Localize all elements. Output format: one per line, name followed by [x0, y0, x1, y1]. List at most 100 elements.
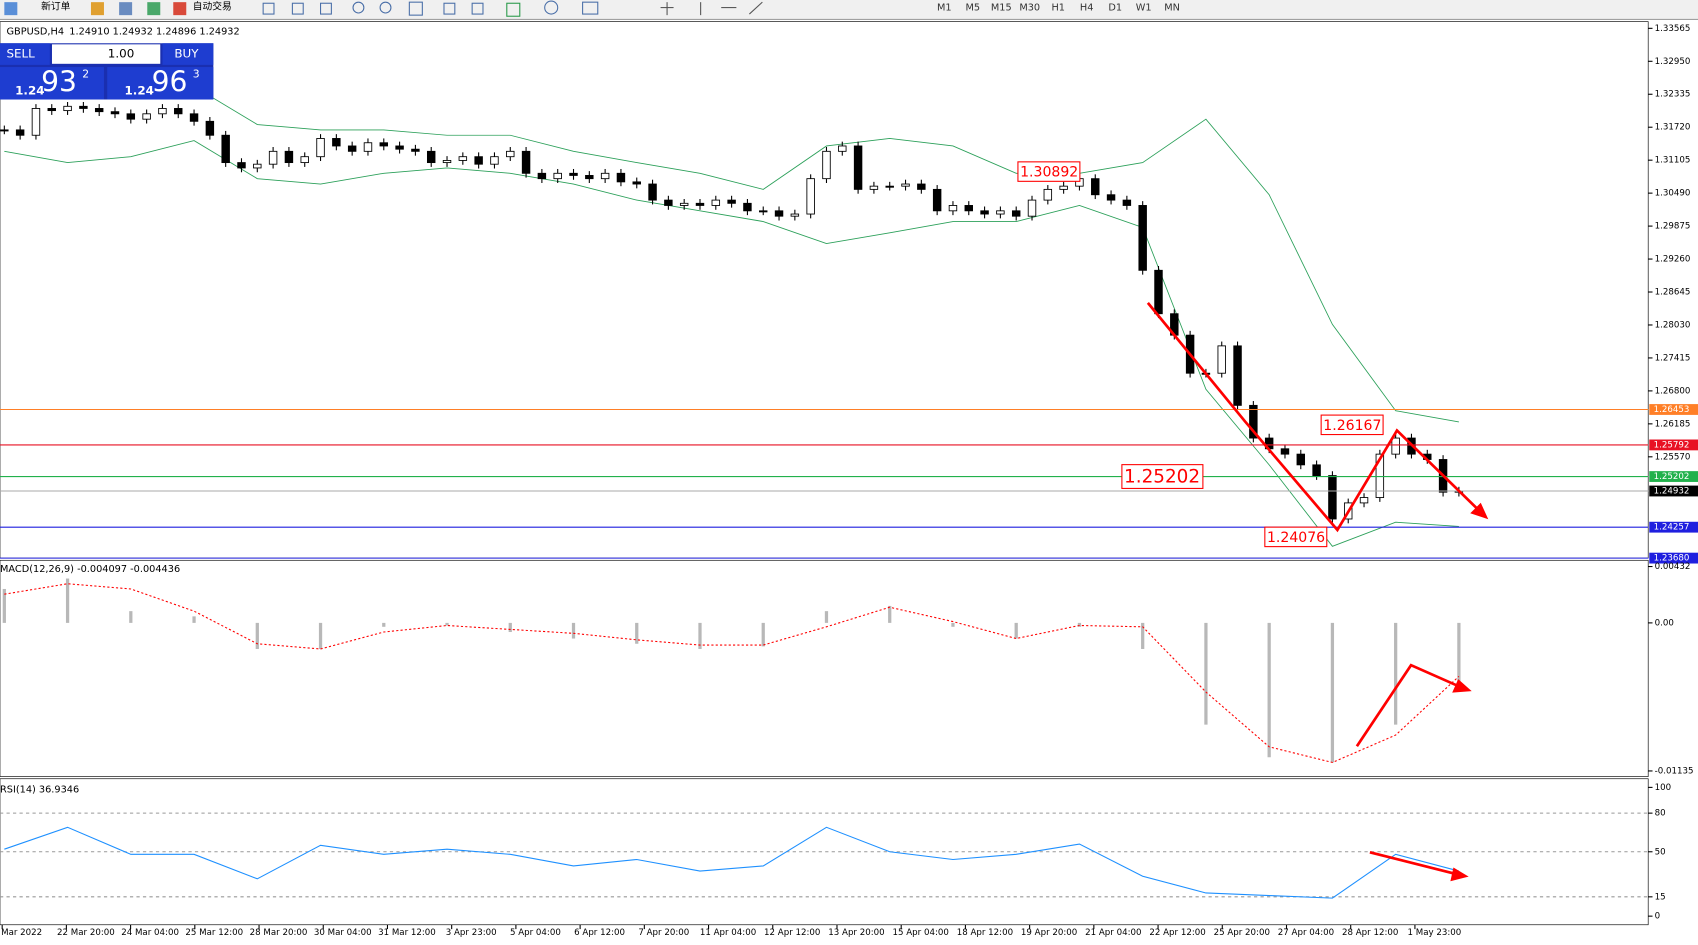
- tool-icon[interactable]: [291, 2, 304, 15]
- y-tick-label: 1.28030: [1655, 320, 1691, 330]
- indicators[interactable]: [506, 2, 521, 17]
- annotation-box: [1121, 464, 1204, 489]
- x-tick-label: 21 Apr 04:00: [1085, 928, 1141, 938]
- candle-body: [47, 108, 56, 112]
- candle-body: [189, 113, 199, 122]
- macd-bar: [192, 616, 196, 623]
- y-tick-label: 1.26185: [1655, 419, 1691, 429]
- lots-input[interactable]: [51, 44, 161, 64]
- candle-body: [474, 156, 483, 165]
- tool-icon[interactable]: [147, 2, 161, 16]
- candle-body: [996, 210, 1005, 215]
- tool-icon[interactable]: [319, 2, 332, 15]
- tool-icon[interactable]: [262, 2, 275, 15]
- trendline[interactable]: [749, 1, 763, 15]
- timeframe-button[interactable]: H1: [1051, 3, 1065, 14]
- candle-body: [1122, 199, 1132, 206]
- auto-trading-icon[interactable]: [173, 2, 187, 16]
- price-tag-label: 1.24932: [1654, 487, 1690, 497]
- timeframe-button[interactable]: H4: [1080, 3, 1094, 14]
- timeframe-button[interactable]: M15: [991, 3, 1012, 14]
- tool-icon[interactable]: [119, 2, 133, 16]
- buy-label[interactable]: BUY: [174, 47, 199, 61]
- macd-bar: [761, 622, 765, 647]
- price-tag: [1649, 485, 1698, 497]
- candle-body: [980, 210, 989, 215]
- timeframe-button[interactable]: M5: [965, 3, 980, 14]
- one-click-trading: SELL 1.00 BUY 1.24 93 2 1.24 96 3: [0, 43, 214, 100]
- sell-button[interactable]: [0, 43, 50, 65]
- candle-body: [932, 188, 942, 212]
- macd-bar: [1394, 622, 1398, 725]
- x-tick-label: 1 May 23:00: [1408, 928, 1462, 938]
- candle-body: [585, 175, 594, 180]
- candle-body: [1027, 199, 1037, 217]
- annotation-box: [1320, 414, 1384, 436]
- zoom-in[interactable]: [352, 1, 365, 14]
- x-tick-label: 19 Apr 20:00: [1021, 928, 1077, 938]
- annotation-label: 1.25202: [1124, 467, 1200, 488]
- bid-box[interactable]: [0, 67, 104, 100]
- y-tick-label: 1.29875: [1655, 222, 1691, 232]
- macd-bar: [382, 622, 386, 627]
- candle-body: [458, 156, 468, 161]
- macd-bar: [1330, 622, 1335, 763]
- templates[interactable]: [582, 1, 599, 15]
- tile[interactable]: [408, 1, 423, 16]
- bid-prefix: 1.24: [15, 83, 44, 97]
- price-panel: [0, 21, 1649, 559]
- macd-bar: [888, 605, 892, 623]
- candle-body: [284, 150, 294, 164]
- new-order-button[interactable]: 新订单: [41, 0, 70, 12]
- arrow-path: [1369, 850, 1465, 878]
- periods[interactable]: [544, 0, 559, 15]
- x-tick-label: 28 Apr 12:00: [1342, 928, 1398, 938]
- new-order-icon[interactable]: [4, 2, 18, 16]
- candle-body: [268, 150, 278, 165]
- candle-body: [1138, 205, 1147, 271]
- x-tick-label: 31 Mar 12:00: [378, 928, 436, 938]
- ask-box[interactable]: [107, 67, 214, 100]
- candle-body: [838, 145, 847, 152]
- candle-body: [553, 172, 562, 180]
- macd-bar: [129, 611, 133, 623]
- x-tick-label: 15 Apr 04:00: [892, 928, 948, 938]
- x-tick-label: Mar 2022: [1, 928, 42, 938]
- tool-icon[interactable]: [443, 2, 456, 15]
- rsi-title: RSI(14) 36.9346: [0, 785, 79, 796]
- price-tag: [1649, 552, 1698, 564]
- candle-body: [1280, 448, 1290, 455]
- ask-sup: 3: [193, 68, 200, 81]
- candle-body: [822, 150, 831, 180]
- macd-chart: 0.00432 0.00 -0.01135: [2, 562, 1694, 776]
- candle-body: [664, 199, 673, 206]
- candle-body: [426, 150, 436, 164]
- buy-button[interactable]: [162, 43, 214, 65]
- timeframe-button[interactable]: M30: [1019, 3, 1040, 14]
- macd-bar: [2, 588, 6, 623]
- price-tag-label: 1.25202: [1654, 472, 1690, 482]
- zoom-out[interactable]: [379, 1, 392, 14]
- lots-value[interactable]: 1.00: [108, 47, 135, 61]
- tool-icon[interactable]: [90, 2, 104, 16]
- macd-title: MACD(12,26,9) -0.004097 -0.004436: [0, 564, 180, 575]
- candle-body: [727, 199, 736, 204]
- macd-bar: [571, 622, 576, 639]
- tool-icon[interactable]: [471, 2, 484, 15]
- timeframe-button[interactable]: W1: [1136, 3, 1152, 14]
- candle-body: [759, 210, 768, 213]
- y-tick-label: 0.00: [1655, 618, 1674, 628]
- auto-trading-button[interactable]: 自动交易: [193, 0, 232, 12]
- bollinger-upper: [4, 77, 1459, 423]
- timeframe-button[interactable]: D1: [1108, 3, 1122, 14]
- y-tick-label: 1.30490: [1655, 189, 1691, 199]
- candle-body: [1359, 497, 1369, 504]
- y-tick-label: 1.31720: [1655, 123, 1691, 133]
- price-tag-label: 1.26453: [1654, 405, 1690, 415]
- candle-body: [379, 142, 389, 147]
- sell-label[interactable]: SELL: [6, 47, 35, 61]
- timeframe-button[interactable]: M1: [937, 3, 952, 14]
- timeframe-button[interactable]: MN: [1164, 3, 1180, 14]
- candle-body: [332, 138, 341, 147]
